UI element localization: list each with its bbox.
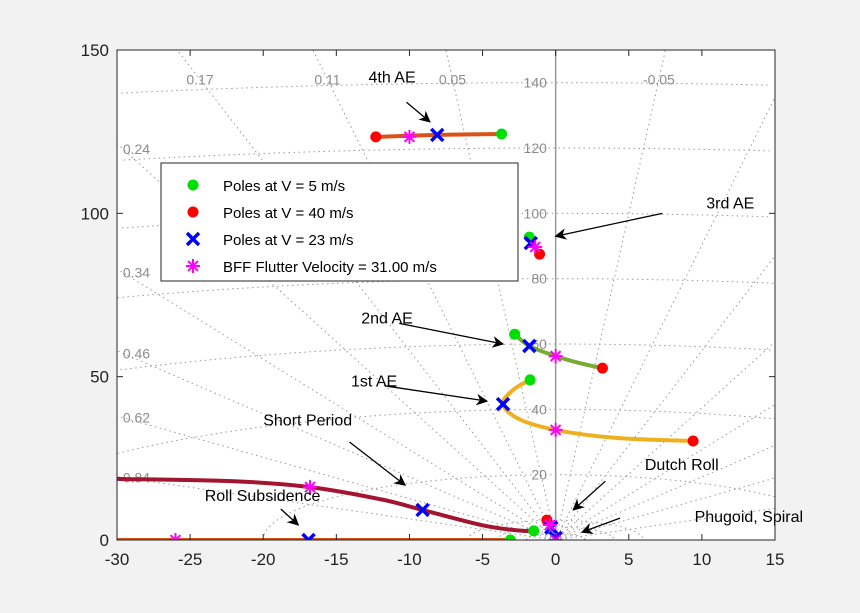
frequency-label: 100 <box>524 205 548 221</box>
annotation-label: Phugoid, Spiral <box>695 509 804 526</box>
frequency-label: 120 <box>524 140 548 156</box>
plot-background <box>117 50 775 540</box>
y-tick-label: 0 <box>100 531 109 550</box>
frequency-grid-circle <box>262 474 775 540</box>
annotation-label: 2nd AE <box>361 310 413 327</box>
x-tick-label: -15 <box>324 550 349 569</box>
frequency-grid-circle <box>121 82 770 94</box>
frequency-grid-circle <box>123 147 770 161</box>
annotation-arrow <box>554 212 663 240</box>
legend-box <box>160 162 519 282</box>
damping-label: 0.17 <box>186 71 213 87</box>
damping-label: 0.62 <box>123 410 150 426</box>
x-tick-label: -30 <box>105 550 130 569</box>
flutter-velocity-marker <box>548 349 563 364</box>
frequency-label: 40 <box>531 401 547 417</box>
annotation-label: Dutch Roll <box>645 457 719 474</box>
pole-v5-marker <box>509 328 521 340</box>
x-tick-label: -10 <box>397 550 422 569</box>
branch-line-short-period <box>117 476 536 534</box>
legend-marker-asterisk <box>186 259 200 273</box>
pole-v5-marker <box>504 534 516 540</box>
flutter-velocity-marker <box>542 517 557 532</box>
pole-v5-marker <box>496 128 508 140</box>
y-tick-label: 100 <box>81 204 109 223</box>
frequency-grid-circle <box>496 526 615 540</box>
legend-marker-dot <box>187 179 199 191</box>
pole-v23-marker <box>495 396 511 412</box>
annotation-label: 3rd AE <box>706 195 754 212</box>
flutter-velocity-marker <box>528 239 543 254</box>
legend-label: Poles at V = 23 m/s <box>223 232 353 249</box>
damping-label: 0.11 <box>314 71 340 87</box>
pole-v5-marker <box>528 525 540 537</box>
flutter-velocity-marker <box>548 422 563 437</box>
legend-marker-x <box>185 231 201 247</box>
x-tick-label: 10 <box>692 550 711 569</box>
pole-v40-marker <box>370 131 382 143</box>
x-tick-label: 0 <box>551 550 560 569</box>
damping-label: 0.24 <box>123 141 150 157</box>
annotation-label: Roll Subsidence <box>205 488 321 505</box>
annotation-label: 1st AE <box>351 373 397 390</box>
frequency-grid-circle <box>117 278 774 299</box>
annotation-arrow <box>384 385 489 406</box>
x-tick-label: -20 <box>251 550 276 569</box>
pole-v40-marker <box>534 248 546 260</box>
x-tick-label: -25 <box>178 550 203 569</box>
frequency-grid-circle <box>117 408 775 454</box>
pole-v40-marker <box>596 362 608 374</box>
pole-v23-marker <box>522 338 537 354</box>
frequency-label: 20 <box>531 467 547 483</box>
frequency-label: 80 <box>531 271 547 287</box>
x-tick-label: -5 <box>475 550 490 569</box>
damping-grid-line <box>117 143 557 540</box>
pole-v23-marker <box>301 532 316 540</box>
annotation-label: 4th AE <box>369 70 416 87</box>
pole-v23-marker <box>429 127 445 143</box>
flutter-velocity-marker <box>402 129 417 144</box>
damping-label: 0.05 <box>439 71 466 87</box>
annotation-arrow <box>399 322 505 348</box>
legend-label: BFF Flutter Velocity = 31.00 m/s <box>223 259 437 276</box>
y-tick-label: 150 <box>81 41 109 60</box>
branch-line-1st-ae <box>501 377 696 444</box>
legend-label: Poles at V = 40 m/s <box>223 205 353 222</box>
annotation-label: Short Period <box>263 413 352 430</box>
pole-v40-marker <box>687 435 699 447</box>
annotation-arrow <box>349 441 406 486</box>
x-tick-label: 5 <box>624 550 633 569</box>
damping-grid-line <box>555 50 666 540</box>
damping-grid-line <box>312 50 557 540</box>
damping-grid-line <box>176 50 557 540</box>
frequency-grid-circle <box>120 343 772 371</box>
pole-v23-marker <box>415 502 430 518</box>
y-tick-label: 50 <box>90 368 109 387</box>
damping-grid-line <box>445 50 557 540</box>
damping-grid-line <box>117 415 556 540</box>
annotation-arrow <box>580 517 621 534</box>
legend-marker-dot <box>187 206 199 218</box>
damping-grid-line <box>555 341 775 540</box>
axes-box <box>116 49 776 541</box>
damping-grid-line <box>117 268 556 540</box>
damping-label: 0.34 <box>123 265 150 281</box>
frequency-label: 140 <box>524 75 548 91</box>
damping-label: 0.46 <box>123 345 150 361</box>
annotation-arrow <box>572 480 606 511</box>
damping-label: -0.05 <box>643 71 675 87</box>
legend: Poles at V = 5 m/s Poles at V = 40 m/s Pol… <box>160 162 519 282</box>
legend-label: Poles at V = 5 m/s <box>223 178 345 195</box>
flutter-velocity-marker <box>303 480 318 495</box>
damping-grid-line <box>555 507 775 540</box>
x-tick-label: 15 <box>766 550 785 569</box>
annotation-arrow <box>280 508 300 526</box>
pole-v5-marker <box>524 374 536 386</box>
annotation-arrow <box>406 101 431 123</box>
